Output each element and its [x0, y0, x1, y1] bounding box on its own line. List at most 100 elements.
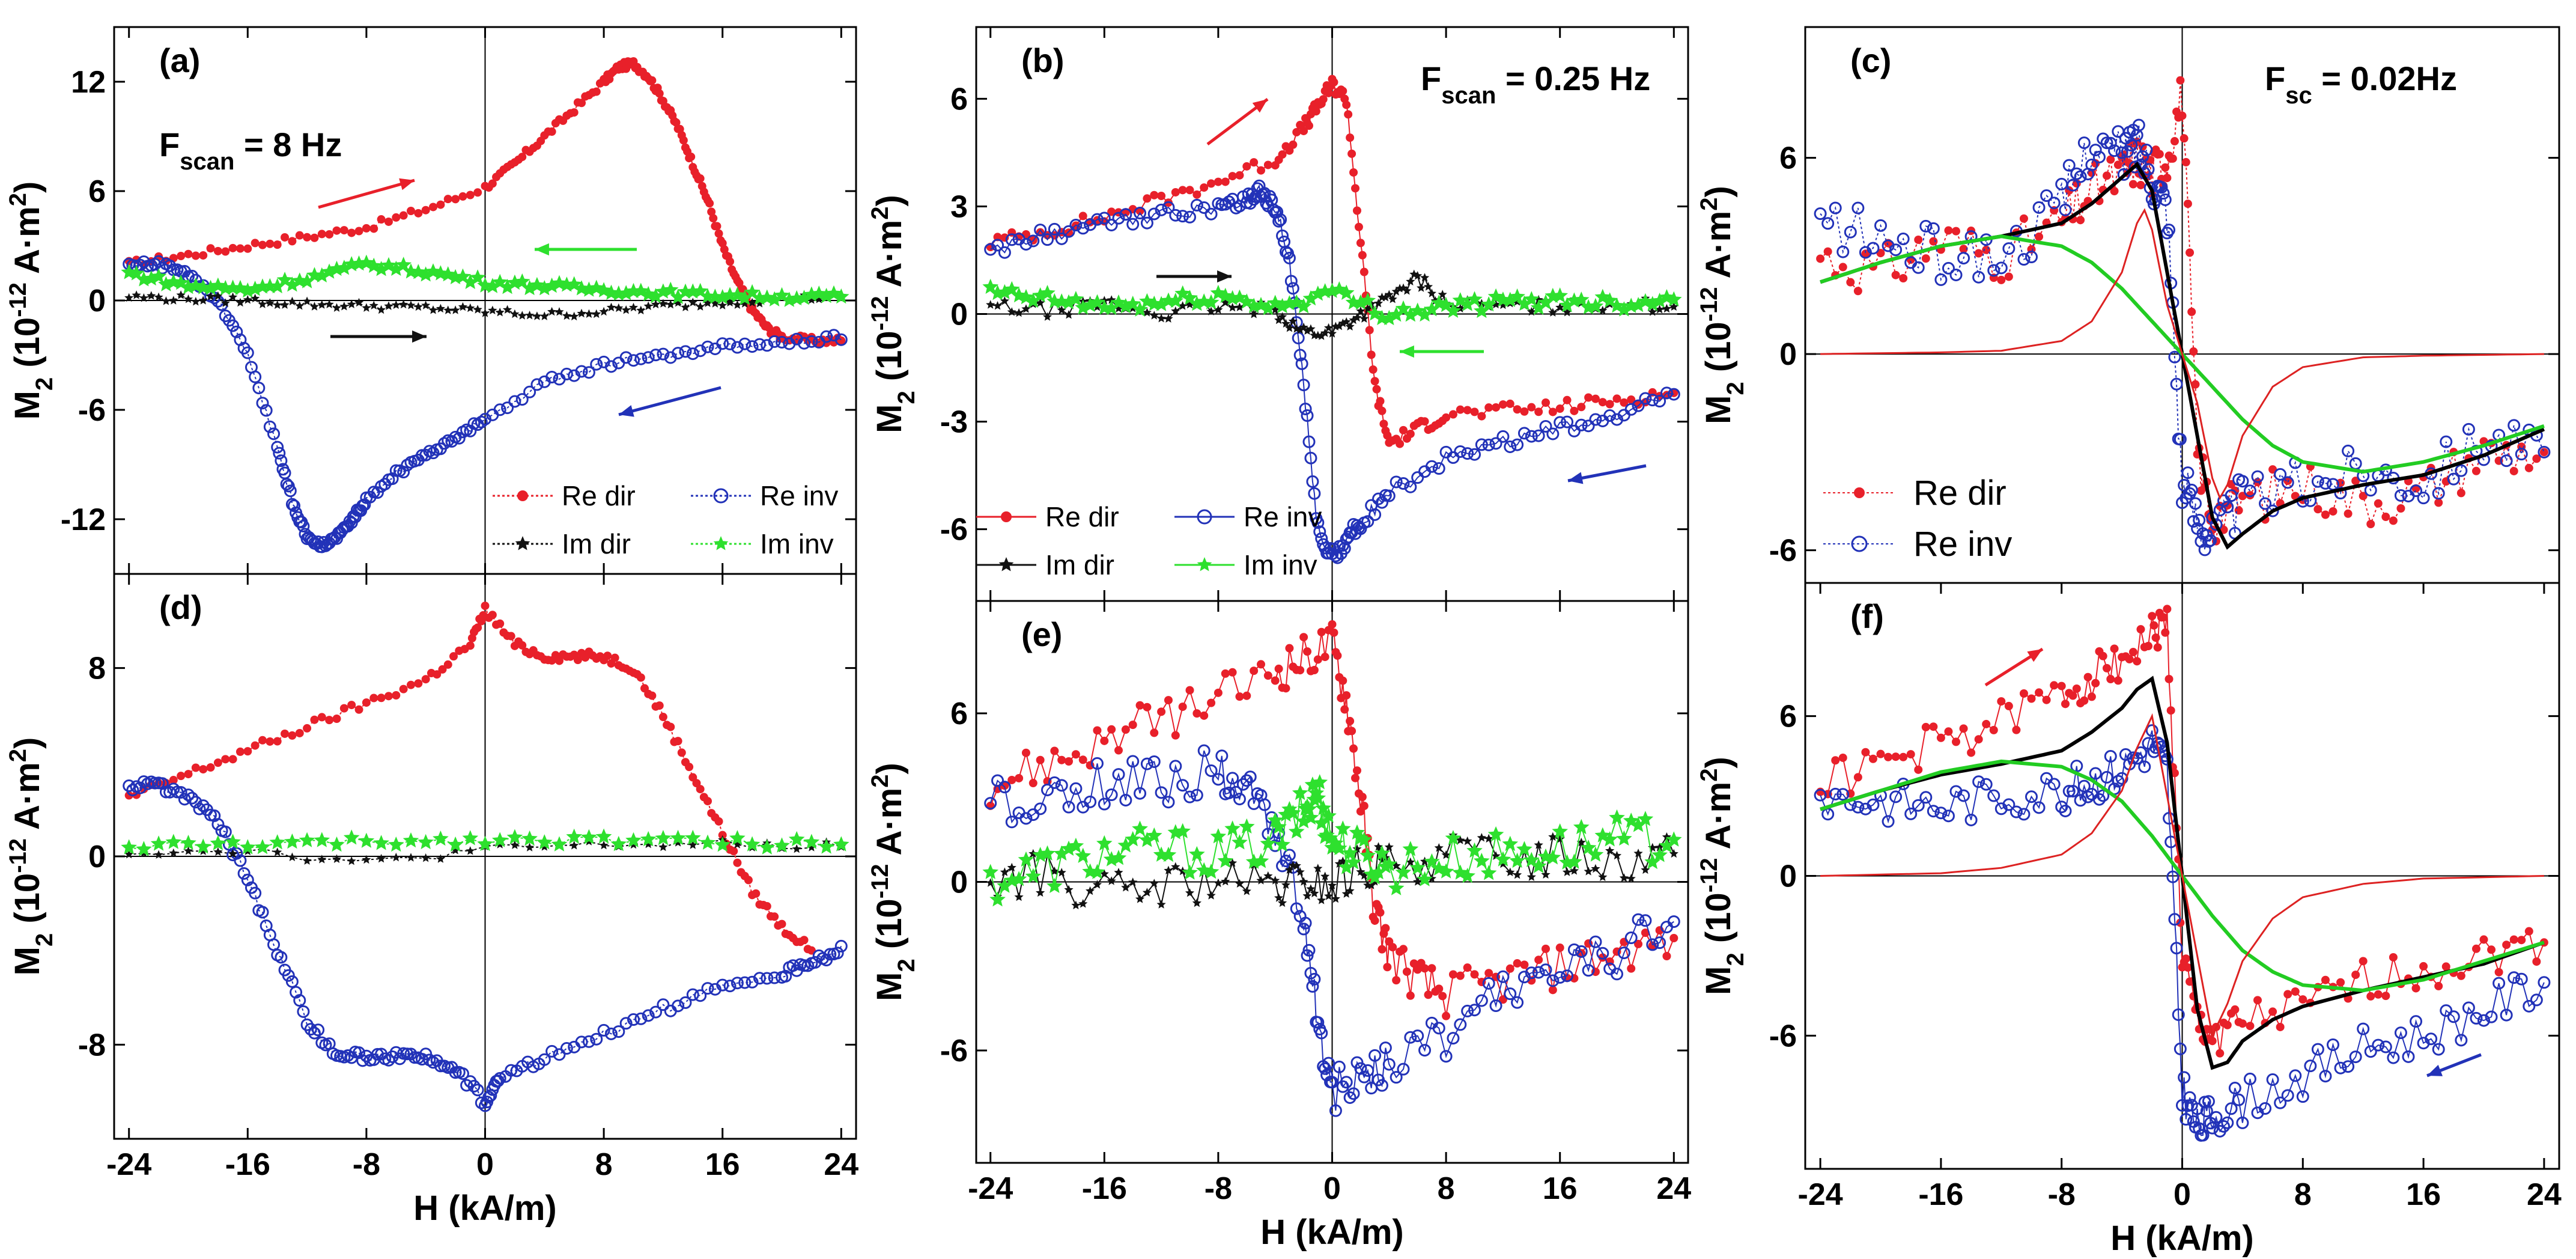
y-tick-label: 0 [950, 297, 968, 332]
data-point [309, 302, 320, 311]
x-tick-label: -16 [1918, 1177, 1963, 1212]
data-point [1092, 880, 1102, 889]
data-point [612, 356, 625, 370]
data-point [1317, 538, 1330, 551]
data-point [805, 335, 818, 348]
data-point [254, 839, 271, 855]
data-point [1042, 312, 1053, 321]
legend-marker [1851, 535, 1868, 552]
data-point [1134, 787, 1147, 800]
data-point [1295, 867, 1305, 876]
data-point [1627, 964, 1636, 973]
data-point [1498, 400, 1507, 409]
x-tick-label: 24 [2527, 1177, 2562, 1212]
data-point [1274, 836, 1290, 852]
data-point [599, 840, 609, 850]
data-point [1927, 805, 1940, 818]
data-point [1392, 976, 1401, 985]
data-point [1942, 809, 1955, 823]
data-point [2176, 1099, 2189, 1112]
data-point [2057, 681, 2066, 690]
data-point [1384, 290, 1394, 299]
data-point [714, 817, 723, 826]
x-tick-label: 16 [1543, 1171, 1578, 1206]
data-point [1098, 797, 1111, 811]
data-point [1336, 1080, 1349, 1093]
data-point [627, 354, 640, 367]
data-point [1548, 308, 1558, 317]
data-point [1534, 840, 1543, 849]
data-point [649, 1005, 663, 1019]
data-point [1381, 856, 1397, 871]
data-point [766, 291, 783, 306]
data-point [456, 425, 469, 439]
data-point [1504, 440, 1517, 454]
data-point [421, 853, 431, 862]
data-point [1276, 859, 1289, 873]
data-point [1121, 725, 1130, 734]
data-point [1340, 532, 1353, 546]
data-point [2432, 1043, 2445, 1056]
data-point [2508, 419, 2521, 432]
data-point [1297, 379, 1310, 392]
data-point [801, 959, 815, 972]
data-point [347, 701, 356, 710]
data-point [354, 705, 363, 714]
data-point [1641, 928, 1650, 937]
data-point [688, 840, 697, 849]
data-point [1646, 938, 1659, 951]
data-point [1192, 190, 1201, 199]
data-point [2538, 445, 2551, 459]
data-point [495, 307, 505, 317]
data-point [1132, 820, 1148, 836]
data-point [1383, 431, 1392, 440]
data-point [2509, 935, 2518, 944]
data-point [590, 358, 603, 371]
data-point [1972, 775, 1985, 788]
data-point [1062, 225, 1075, 238]
data-point [2246, 491, 2255, 500]
data-point [1379, 419, 1388, 428]
data-point [566, 828, 582, 844]
data-point [1445, 830, 1462, 846]
data-point [2172, 1008, 2185, 1021]
data-point [1620, 398, 1629, 407]
y-axis-title: M2 (10-12 A·m2) [1696, 186, 1749, 424]
legend-label: Im inv [1244, 549, 1317, 581]
data-point [258, 299, 267, 308]
data-point [1007, 775, 1016, 784]
data-point [1853, 287, 1862, 296]
data-point [568, 1040, 581, 1053]
data-point [1563, 395, 1572, 404]
data-point [1517, 427, 1531, 440]
data-point [1505, 399, 1514, 408]
data-point [1964, 813, 1978, 826]
data-point [1987, 264, 2000, 277]
data-point [2236, 475, 2249, 488]
data-point [1648, 307, 1657, 316]
data-point [418, 266, 434, 282]
legend-marker [713, 536, 729, 550]
data-point [1994, 261, 2008, 275]
data-point [421, 675, 430, 684]
data-point [643, 301, 653, 310]
data-point [241, 873, 254, 886]
data-point [686, 988, 699, 1001]
data-point [1484, 403, 1493, 412]
data-point [2083, 672, 2092, 681]
data-point [1379, 489, 1392, 502]
data-point [1142, 888, 1152, 897]
data-point [2410, 1015, 2423, 1028]
data-point [800, 936, 809, 945]
data-point [391, 852, 401, 862]
data-point [1982, 719, 1991, 728]
data-point [1107, 725, 1116, 734]
data-point [1221, 669, 1230, 678]
data-point [199, 765, 208, 774]
data-point [2178, 1071, 2191, 1084]
data-point [1589, 413, 1602, 426]
data-point [406, 300, 416, 309]
data-point [685, 763, 694, 772]
data-point [532, 311, 542, 320]
data-point [2411, 984, 2420, 993]
